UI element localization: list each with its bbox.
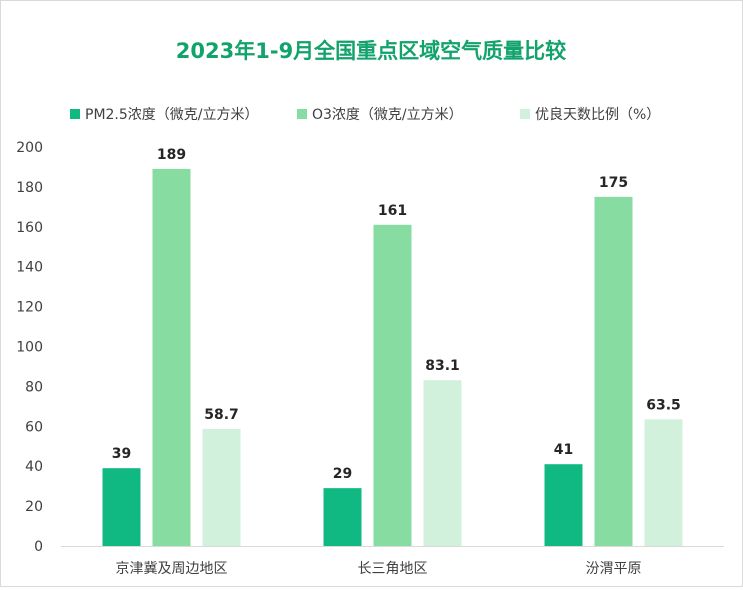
- y-tick-label: 120: [16, 300, 43, 316]
- x-axis: 京津冀及周边地区 长三角地区 汾渭平原: [61, 546, 724, 577]
- y-tick-label: 20: [25, 499, 43, 515]
- legend-label: PM2.5浓度（微克/立方米）: [85, 107, 259, 123]
- bar: [373, 224, 412, 546]
- x-category-label: 长三角地区: [358, 561, 428, 577]
- y-tick-label: 160: [16, 220, 43, 236]
- legend-label: 优良天数比例（%）: [535, 107, 660, 123]
- bar: [644, 419, 683, 546]
- bar: [594, 196, 633, 546]
- data-label: 175: [599, 175, 628, 191]
- data-label: 41: [554, 442, 573, 458]
- data-label: 29: [333, 466, 352, 482]
- legend-swatch: [297, 109, 307, 119]
- chart-title: 2023年1-9月全国重点区域空气质量比较: [176, 39, 566, 63]
- bar: [152, 168, 191, 546]
- y-tick-label: 100: [16, 340, 43, 356]
- y-tick-label: 200: [16, 140, 43, 156]
- bar: [323, 488, 362, 546]
- legend: PM2.5浓度（微克/立方米） O3浓度（微克/立方米） 优良天数比例（%）: [70, 107, 660, 123]
- data-label: 39: [112, 446, 131, 462]
- bar: [102, 468, 141, 546]
- bars: 39 189 58.7 29 161 83.1 41 175 63.5: [102, 147, 683, 546]
- y-tick-label: 80: [25, 379, 43, 395]
- legend-swatch: [70, 109, 80, 119]
- bar: [202, 428, 241, 546]
- y-tick-label: 180: [16, 180, 43, 196]
- bar: [544, 464, 583, 546]
- x-category-label: 京津冀及周边地区: [116, 561, 228, 577]
- data-label: 58.7: [204, 407, 239, 423]
- bar: [423, 380, 462, 546]
- legend-swatch: [520, 109, 530, 119]
- y-axis: 0 20 40 60 80 100 120 140 160 180 200: [16, 140, 43, 555]
- data-label: 189: [157, 147, 186, 163]
- data-label: 161: [378, 203, 407, 219]
- y-tick-label: 60: [25, 419, 43, 435]
- y-tick-label: 0: [34, 539, 43, 555]
- y-tick-label: 140: [16, 260, 43, 276]
- legend-label: O3浓度（微克/立方米）: [312, 107, 463, 123]
- y-tick-label: 40: [25, 459, 43, 475]
- x-category-label: 汾渭平原: [586, 561, 642, 577]
- data-label: 83.1: [425, 358, 460, 374]
- data-label: 63.5: [646, 397, 681, 413]
